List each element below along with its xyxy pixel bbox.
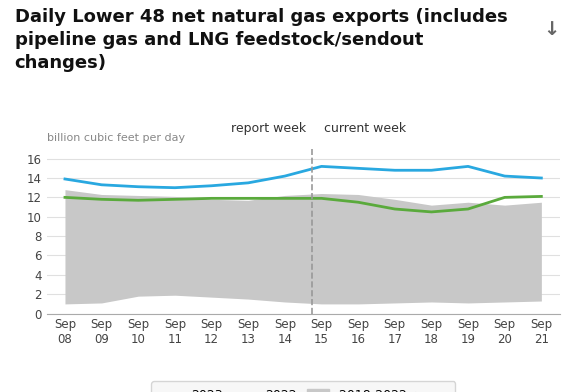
Legend: 2023, 2022, 2018-2022 range: 2023, 2022, 2018-2022 range: [151, 381, 455, 392]
Text: report week: report week: [231, 122, 307, 135]
Text: ↓: ↓: [543, 20, 560, 38]
Text: billion cubic feet per day: billion cubic feet per day: [47, 133, 185, 143]
Text: Daily Lower 48 net natural gas exports (includes
pipeline gas and LNG feedstock/: Daily Lower 48 net natural gas exports (…: [15, 8, 507, 72]
Text: current week: current week: [324, 122, 406, 135]
